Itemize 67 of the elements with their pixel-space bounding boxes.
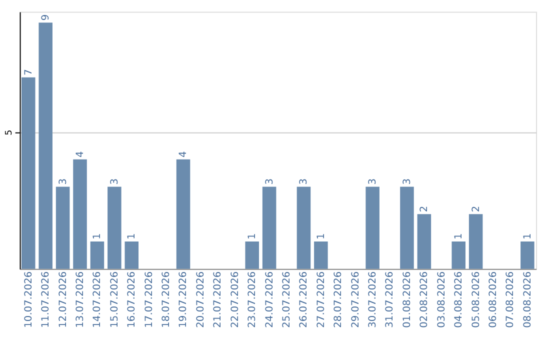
bar bbox=[366, 186, 380, 269]
x-tick-label: 21.07.2026 bbox=[212, 271, 224, 328]
bar bbox=[108, 186, 122, 269]
x-tick-label: 02.08.2026 bbox=[419, 271, 430, 328]
data-label: 4 bbox=[74, 151, 86, 158]
x-tick-label: 17.07.2026 bbox=[144, 271, 155, 328]
bar bbox=[262, 186, 276, 269]
y-tick-label: 5 bbox=[4, 130, 14, 136]
data-label: 2 bbox=[470, 206, 482, 212]
x-tick-label: 08.08.2026 bbox=[522, 271, 534, 328]
bar bbox=[90, 242, 104, 269]
data-label: 2 bbox=[419, 206, 430, 212]
x-tick-label: 15.07.2026 bbox=[109, 271, 120, 328]
x-tick-label: 27.07.2026 bbox=[316, 271, 327, 328]
data-label: 3 bbox=[402, 178, 413, 185]
x-tick-label: 01.08.2026 bbox=[402, 271, 413, 328]
bar bbox=[38, 22, 52, 269]
data-label: 1 bbox=[522, 233, 534, 240]
x-tick-label: 14.07.2026 bbox=[92, 271, 104, 328]
x-tick-label: 22.07.2026 bbox=[230, 271, 241, 328]
x-tick-label: 24.07.2026 bbox=[264, 271, 276, 328]
x-tick-label: 29.07.2026 bbox=[350, 271, 362, 328]
data-label: 1 bbox=[454, 233, 465, 240]
data-label: 1 bbox=[126, 233, 138, 240]
data-label: 3 bbox=[368, 178, 379, 185]
bar bbox=[296, 186, 311, 269]
x-tick-label: 18.07.2026 bbox=[161, 271, 172, 328]
bar bbox=[22, 77, 36, 269]
data-label: 7 bbox=[23, 69, 34, 76]
x-tick-label: 28.07.2026 bbox=[333, 271, 344, 328]
bar bbox=[400, 186, 414, 269]
x-tick-label: 04.08.2026 bbox=[454, 271, 465, 328]
bar bbox=[452, 242, 466, 269]
data-label: 1 bbox=[247, 233, 258, 240]
x-tick-label: 10.07.2026 bbox=[23, 271, 34, 328]
x-tick-label: 26.07.2026 bbox=[298, 271, 310, 328]
data-label: 3 bbox=[298, 178, 310, 185]
bar bbox=[73, 159, 87, 269]
bar bbox=[520, 242, 534, 269]
bar bbox=[245, 242, 259, 269]
data-label: 4 bbox=[178, 151, 190, 158]
x-tick-label: 03.08.2026 bbox=[436, 271, 448, 328]
x-tick-label: 30.07.2026 bbox=[368, 271, 379, 328]
data-label: 3 bbox=[109, 178, 120, 185]
x-tick-label: 31.07.2026 bbox=[384, 271, 396, 328]
bar bbox=[468, 214, 483, 269]
x-tick-label: 06.08.2026 bbox=[488, 271, 499, 328]
x-tick-label: 11.07.2026 bbox=[40, 271, 52, 328]
data-label: 9 bbox=[40, 14, 52, 21]
data-label: 3 bbox=[264, 178, 276, 185]
x-tick-label: 12.07.2026 bbox=[58, 271, 69, 328]
x-tick-label: 23.07.2026 bbox=[247, 271, 258, 328]
x-tick-label: 19.07.2026 bbox=[178, 271, 190, 328]
x-tick-label: 13.07.2026 bbox=[74, 271, 86, 328]
data-label: 3 bbox=[58, 178, 69, 185]
x-tick-label: 16.07.2026 bbox=[126, 271, 138, 328]
x-tick-label: 05.08.2026 bbox=[470, 271, 482, 328]
bar bbox=[314, 242, 328, 269]
x-tick-label: 25.07.2026 bbox=[281, 271, 292, 328]
x-tick-label: 07.08.2026 bbox=[505, 271, 516, 328]
data-label: 1 bbox=[316, 233, 327, 240]
bar bbox=[56, 186, 70, 269]
bar bbox=[417, 214, 432, 269]
bar bbox=[176, 159, 190, 269]
data-label: 1 bbox=[92, 233, 104, 240]
bar bbox=[124, 242, 139, 269]
x-tick-label: 20.07.2026 bbox=[195, 271, 206, 328]
